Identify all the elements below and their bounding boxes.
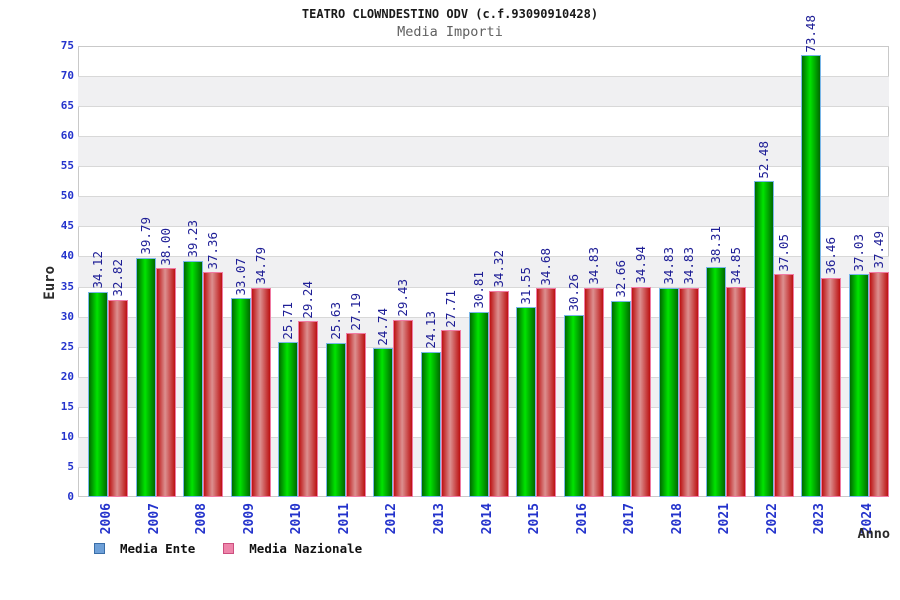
- x-tick-label: 2006: [99, 503, 114, 535]
- x-tick-label: 2009: [241, 503, 257, 535]
- x-tick-label: 2011: [336, 503, 352, 535]
- chart-title: TEATRO CLOWNDESTINO ODV (c.f.93090910428…: [301, 7, 599, 21]
- y-tick-label: 5: [67, 459, 74, 473]
- plot-area: [78, 46, 889, 497]
- y-tick-label: 40: [60, 249, 74, 263]
- y-tick-label: 20: [60, 369, 74, 383]
- legend-swatch-media-nazionale: [223, 543, 235, 554]
- y-axis-title: Euro: [42, 266, 58, 300]
- y-tick-label: 30: [60, 309, 74, 323]
- y-tick-label: 45: [60, 219, 74, 233]
- legend-label-media-ente: Media Ente: [120, 541, 196, 556]
- y-tick-label: 75: [60, 39, 74, 52]
- x-tick-label: 2017: [622, 503, 638, 535]
- x-tick-label: 2007: [146, 503, 162, 535]
- y-tick-label: 25: [60, 339, 74, 353]
- x-tick-label: 2023: [812, 503, 828, 535]
- legend: Media Ente Media Nazionale: [94, 541, 390, 556]
- x-axis-title: Anno: [857, 526, 890, 542]
- y-tick-label: 65: [60, 99, 74, 113]
- y-tick-label: 15: [60, 399, 74, 413]
- x-tick-label: 2010: [289, 503, 305, 535]
- x-tick-label: 2014: [479, 503, 495, 535]
- y-tick-label: 70: [60, 69, 74, 83]
- x-tick-label: 2008: [194, 503, 210, 535]
- y-tick-label: 10: [60, 429, 74, 443]
- legend-swatch-media-ente: [94, 543, 105, 554]
- x-tick-label: 2021: [717, 503, 733, 535]
- x-tick-label: 2015: [527, 503, 543, 535]
- y-tick-label: 55: [60, 159, 74, 173]
- x-tick-label: 2018: [669, 503, 685, 535]
- chart-subtitle: Media Importi: [397, 24, 503, 40]
- x-tick-label: 2016: [574, 503, 590, 535]
- legend-label-media-nazionale: Media Nazionale: [249, 541, 363, 556]
- y-tick-label: 0: [67, 490, 74, 503]
- x-tick-label: 2022: [764, 503, 780, 535]
- x-tick-label: 2013: [431, 503, 447, 535]
- y-tick-label: 50: [60, 189, 74, 203]
- x-tick-label: 2012: [384, 503, 400, 535]
- y-tick-label: 60: [60, 129, 74, 143]
